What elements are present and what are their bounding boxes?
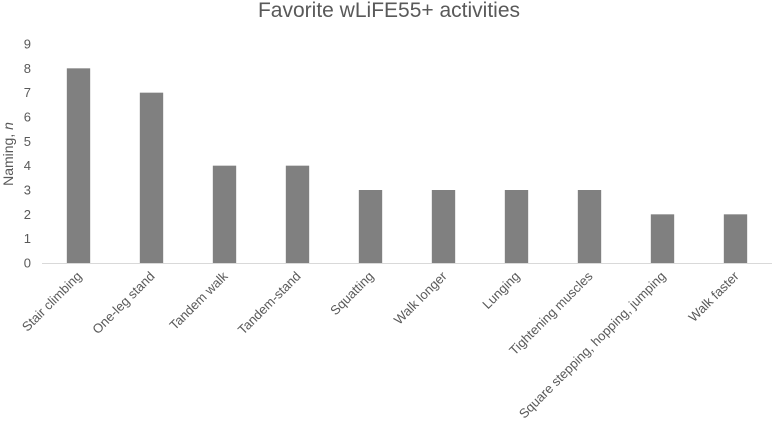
bar [358,190,383,263]
y-tick-label: 2 [24,207,31,222]
y-axis-ticks: 0 1 2 3 4 5 6 7 8 9 [24,37,31,271]
x-tick-label: Lunging [479,269,522,312]
bars [66,68,748,264]
bar [723,214,748,263]
bar [212,165,237,263]
y-tick-label: 3 [24,183,31,198]
x-tick-label: Stair climbing [19,269,85,335]
bar [66,68,91,263]
y-axis-label-unit: n [0,122,16,130]
bar [139,92,164,264]
y-tick-label: 4 [24,158,31,173]
x-tick-label: Tandem-stand [235,269,304,338]
x-tick-label: One-leg stand [89,269,157,337]
x-tick-label: Walk longer [391,268,450,327]
x-axis-labels: Stair climbing One-leg stand Tandem walk Ta… [19,268,742,421]
y-axis-label-text: Naming, [0,130,16,186]
y-tick-label: 6 [24,110,31,125]
chart-title: Favorite wLiFE55+ activities [258,0,520,22]
y-tick-label: 5 [24,134,31,149]
y-tick-label: 1 [24,231,31,246]
x-tick-label: Squatting [327,269,376,318]
x-tick-label: Square stepping, hopping, jumping [516,269,669,422]
bar [650,214,675,263]
bar [577,190,602,263]
y-tick-label: 7 [24,85,31,100]
y-axis-label: Naming, n [0,122,16,186]
bar [285,165,310,263]
y-tick-label: 8 [24,61,31,76]
x-tick-label: Tandem walk [166,268,231,333]
x-tick-label: Walk faster [685,268,742,325]
bar [431,190,456,263]
y-tick-label: 9 [24,37,31,52]
bar [504,190,529,263]
y-tick-label: 0 [24,256,31,271]
